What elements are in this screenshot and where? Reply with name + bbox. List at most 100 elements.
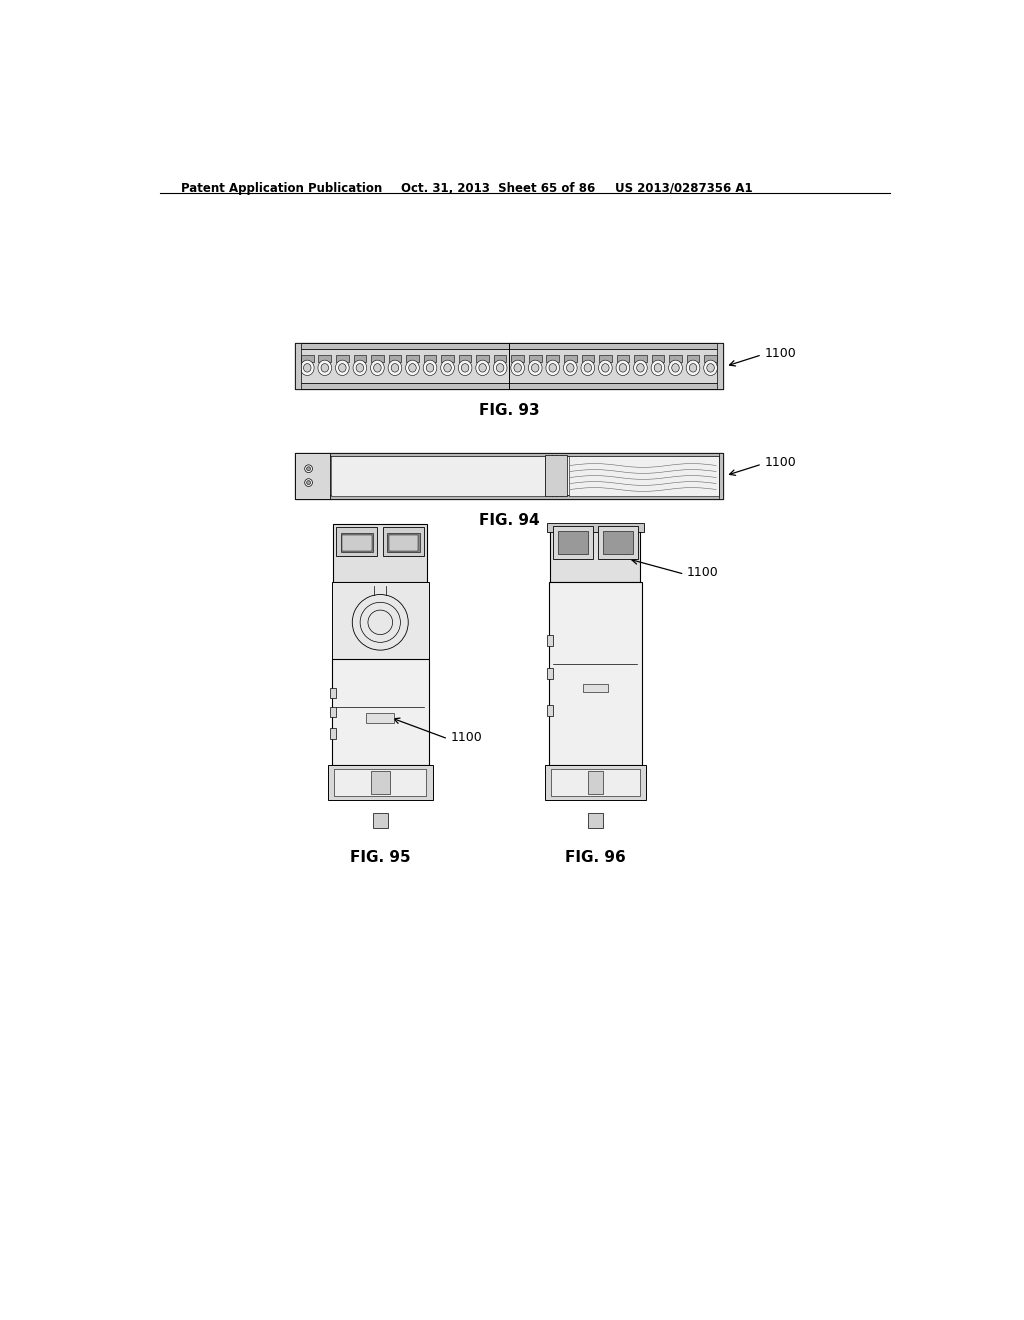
Bar <box>558 532 588 554</box>
Bar <box>651 355 665 362</box>
Bar <box>334 524 427 582</box>
Bar <box>295 343 723 389</box>
Ellipse shape <box>598 360 612 376</box>
Ellipse shape <box>620 363 627 372</box>
Ellipse shape <box>654 363 662 372</box>
Bar <box>717 343 723 389</box>
Text: 1100: 1100 <box>764 455 796 469</box>
Bar <box>332 659 429 766</box>
Bar <box>373 813 388 829</box>
Bar <box>342 535 372 550</box>
Text: FIG. 93: FIG. 93 <box>478 404 540 418</box>
Ellipse shape <box>546 360 559 376</box>
Bar <box>336 355 348 362</box>
Circle shape <box>306 480 310 484</box>
Bar <box>547 668 553 678</box>
Ellipse shape <box>549 363 556 372</box>
Ellipse shape <box>563 360 578 376</box>
Bar <box>568 455 719 496</box>
Bar <box>295 453 723 457</box>
Ellipse shape <box>391 363 398 372</box>
Bar <box>341 533 373 552</box>
Ellipse shape <box>584 363 592 372</box>
Circle shape <box>306 467 310 471</box>
Bar <box>551 770 640 796</box>
Bar <box>547 705 553 715</box>
Bar <box>529 355 542 362</box>
Bar <box>387 533 420 552</box>
Text: 1100: 1100 <box>687 566 719 579</box>
Ellipse shape <box>388 360 401 376</box>
Bar <box>583 684 607 692</box>
Ellipse shape <box>707 363 715 372</box>
Ellipse shape <box>669 360 682 376</box>
Ellipse shape <box>406 360 419 376</box>
Bar <box>705 355 717 362</box>
Bar <box>719 453 723 499</box>
Ellipse shape <box>426 363 434 372</box>
Ellipse shape <box>374 363 381 372</box>
Bar <box>511 355 524 362</box>
Ellipse shape <box>601 363 609 372</box>
Bar <box>295 453 723 499</box>
Bar <box>550 524 640 582</box>
Ellipse shape <box>409 363 416 372</box>
Ellipse shape <box>528 360 542 376</box>
Text: US 2013/0287356 A1: US 2013/0287356 A1 <box>614 182 753 194</box>
Bar <box>301 355 313 362</box>
Bar <box>371 355 384 362</box>
Bar <box>599 355 611 362</box>
Ellipse shape <box>423 360 437 376</box>
Bar <box>687 355 699 362</box>
Bar <box>383 527 424 557</box>
Circle shape <box>305 465 312 473</box>
Bar <box>295 495 723 499</box>
Bar <box>547 355 559 362</box>
Bar <box>318 355 331 362</box>
Ellipse shape <box>339 363 346 372</box>
Ellipse shape <box>443 363 452 372</box>
Bar <box>407 355 419 362</box>
Bar <box>330 727 336 739</box>
Ellipse shape <box>581 360 595 376</box>
Bar <box>546 455 567 496</box>
Ellipse shape <box>531 363 539 372</box>
Text: FIG. 96: FIG. 96 <box>565 850 626 865</box>
Bar <box>547 635 553 645</box>
Bar <box>389 355 401 362</box>
Bar <box>634 355 647 362</box>
Circle shape <box>305 479 312 487</box>
Bar <box>330 688 336 698</box>
Bar <box>598 527 638 558</box>
Bar <box>476 355 488 362</box>
Ellipse shape <box>494 360 507 376</box>
Bar <box>459 355 471 362</box>
Bar <box>295 453 330 499</box>
Bar <box>553 527 593 558</box>
Bar <box>296 350 722 383</box>
Bar <box>299 457 719 495</box>
Ellipse shape <box>303 363 311 372</box>
Bar <box>334 770 426 796</box>
Bar <box>424 355 436 362</box>
Ellipse shape <box>703 360 718 376</box>
Bar <box>603 532 633 554</box>
Text: Patent Application Publication: Patent Application Publication <box>180 182 382 194</box>
Ellipse shape <box>336 360 349 376</box>
Ellipse shape <box>672 363 679 372</box>
Ellipse shape <box>318 360 332 376</box>
Bar <box>582 355 594 362</box>
Ellipse shape <box>462 363 469 372</box>
Bar <box>353 355 367 362</box>
Ellipse shape <box>511 360 524 376</box>
Bar <box>441 355 454 362</box>
Ellipse shape <box>371 360 384 376</box>
Bar <box>616 355 629 362</box>
Text: FIG. 95: FIG. 95 <box>350 850 411 865</box>
Ellipse shape <box>686 360 699 376</box>
Bar <box>547 523 644 532</box>
Bar <box>371 771 389 793</box>
Ellipse shape <box>356 363 364 372</box>
Bar <box>545 766 646 800</box>
Ellipse shape <box>479 363 486 372</box>
